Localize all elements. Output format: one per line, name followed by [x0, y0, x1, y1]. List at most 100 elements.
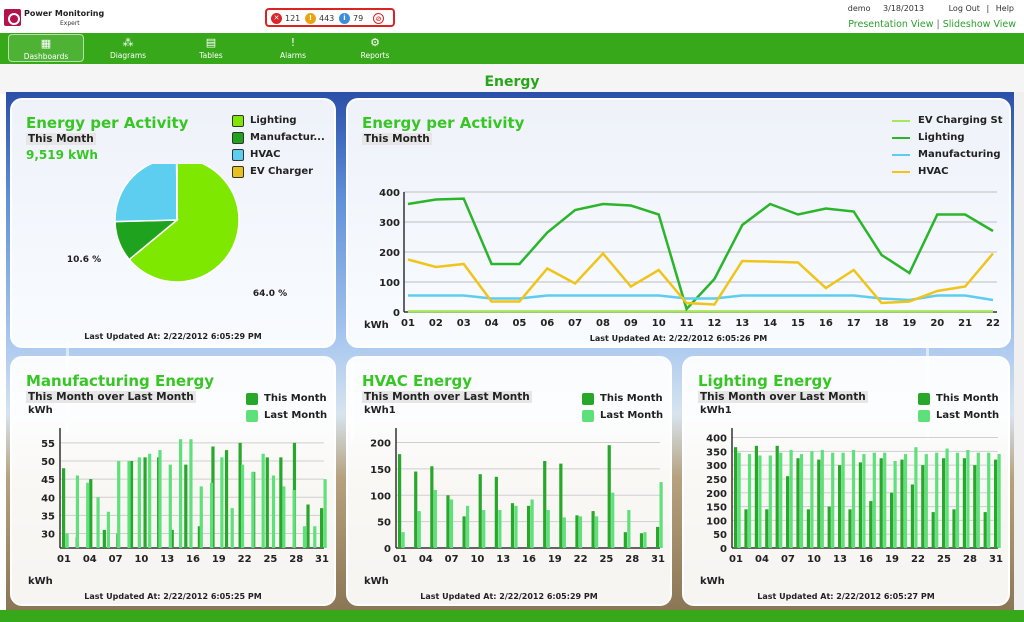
view-separator: | — [936, 19, 940, 30]
bar-this-month — [827, 506, 831, 548]
report-icon: ⚙ — [370, 36, 380, 49]
bar-last-month — [831, 452, 835, 548]
x-tick-label: 08 — [596, 318, 610, 329]
help-link[interactable]: Help — [995, 4, 1014, 13]
x-tick-label: 13 — [735, 318, 749, 329]
x-tick-label: 06 — [540, 318, 554, 329]
right-scroll-gutter[interactable] — [1014, 92, 1024, 610]
panel-subtitle: This Month — [26, 133, 96, 145]
x-tick-label: 04 — [755, 554, 769, 565]
x-tick-label: 22 — [238, 554, 252, 565]
x-tick-label: 22 — [574, 554, 588, 565]
bar-this-month — [656, 526, 660, 548]
bar-last-month — [417, 511, 421, 548]
mute-icon: ⊘ — [373, 12, 384, 24]
y-tick-label: 100 — [379, 278, 400, 289]
bar-this-month — [89, 479, 93, 548]
last-updated: Last Updated At: 2/22/2012 6:05:25 PM — [84, 592, 262, 601]
bar-last-month — [514, 505, 518, 548]
legend-item-this-month[interactable]: This Month — [582, 390, 663, 407]
alarm-summary[interactable]: ✕ 121 ! 443 i 79 ⊘ — [265, 8, 395, 27]
bar-this-month — [559, 463, 563, 548]
bar-last-month — [96, 497, 100, 548]
last-updated: Last Updated At: 2/22/2012 6:05:29 PM — [420, 592, 598, 601]
bar-this-month — [775, 445, 779, 548]
legend-item-this-month[interactable]: This Month — [246, 390, 327, 407]
legend-swatch — [232, 131, 244, 144]
bar-this-month — [527, 505, 531, 548]
legend-item-ev-charger[interactable]: EV Charger — [232, 163, 325, 180]
legend-line — [892, 136, 910, 139]
legend-item-lighting[interactable]: Lighting — [892, 129, 1003, 146]
legend-item-hvac[interactable]: HVAC — [892, 163, 1003, 180]
line-legend: EV Charging St Lighting Manufacturing HV… — [892, 112, 1003, 180]
nav-reports[interactable]: ⚙ Reports — [340, 34, 410, 62]
warning-count[interactable]: ! 443 — [305, 12, 334, 24]
bar-this-month — [890, 492, 894, 548]
legend-item-lighting[interactable]: Lighting — [232, 112, 325, 129]
legend-item-this-month[interactable]: This Month — [918, 390, 999, 407]
page-title-bar: Energy — [0, 64, 1024, 94]
bar-last-month — [148, 453, 152, 548]
y-tick-label: 0 — [384, 544, 391, 555]
bar-last-month — [627, 510, 631, 548]
bar-last-month — [779, 452, 783, 548]
bar-this-month — [765, 509, 769, 548]
legend-item-manufacturing[interactable]: Manufactur... — [232, 129, 325, 146]
bar-last-month — [302, 526, 307, 548]
nav-alarms[interactable]: ! Alarms — [258, 34, 328, 62]
bar-this-month — [494, 476, 498, 548]
x-tick-label: 14 — [763, 318, 777, 329]
bar-this-month — [744, 509, 748, 548]
legend-item-ev-charging[interactable]: EV Charging St — [892, 112, 1003, 129]
bar-last-month — [240, 464, 245, 548]
y-tick-label: 300 — [379, 218, 400, 229]
bar-this-month — [129, 461, 134, 548]
bar-this-month — [238, 442, 242, 548]
slideshow-view-link[interactable]: Slideshow View — [942, 19, 1016, 30]
bar-last-month — [292, 490, 296, 548]
mute-alarms-button[interactable]: ⊘ — [373, 12, 387, 24]
legend-swatch — [582, 409, 594, 422]
bar-this-month — [858, 462, 862, 548]
nav-dashboards[interactable]: ▦ Dashboards — [8, 34, 84, 62]
legend-item-last-month[interactable]: Last Month — [246, 407, 327, 424]
legend-item-hvac[interactable]: HVAC — [232, 146, 325, 163]
legend-swatch — [918, 409, 930, 422]
legend-item-last-month[interactable]: Last Month — [582, 407, 663, 424]
bar-last-month — [466, 505, 470, 548]
bar-this-month — [279, 457, 283, 548]
bar-last-month — [313, 526, 317, 548]
panel-hvac-energy: HVAC Energy This Month over Last Month k… — [346, 356, 672, 606]
legend-item-manufacturing[interactable]: Manufacturing — [892, 146, 1003, 163]
x-tick-label: 13 — [160, 554, 174, 565]
logout-link[interactable]: Log Out — [948, 4, 980, 13]
error-count[interactable]: ✕ 121 — [271, 12, 300, 24]
x-tick-label: 10 — [470, 554, 484, 565]
bar-last-month — [810, 451, 814, 548]
panel-title: HVAC Energy — [362, 372, 472, 390]
x-tick-label: 25 — [599, 554, 613, 565]
bar-last-month — [65, 533, 69, 548]
nav-diagrams[interactable]: ⁂ Diagrams — [92, 34, 164, 62]
pie-legend: Lighting Manufactur... HVAC EV Charger — [232, 112, 325, 180]
app-logo[interactable]: Power Monitoring Expert — [4, 7, 104, 29]
y-tick-label: 0 — [393, 308, 400, 319]
info-count[interactable]: i 79 — [339, 12, 363, 24]
presentation-view-link[interactable]: Presentation View — [848, 19, 934, 30]
nav-tables[interactable]: ▤ Tables — [176, 34, 246, 62]
bar-last-month — [230, 508, 234, 548]
last-updated: Last Updated At: 2/22/2012 6:05:27 PM — [757, 592, 935, 601]
legend-swatch — [232, 114, 244, 127]
panel-subtitle: This Month over Last Month — [698, 391, 868, 403]
y-tick-label: 50 — [377, 518, 391, 529]
y-tick-label: 45 — [41, 475, 55, 486]
x-tick-label: 12 — [707, 318, 721, 329]
bar-this-month — [879, 458, 883, 548]
bar-this-month — [796, 458, 800, 548]
pie-slice-lighting — [128, 164, 240, 283]
legend-item-last-month[interactable]: Last Month — [918, 407, 999, 424]
bar-this-month — [869, 501, 873, 548]
y-tick-label: 50 — [41, 457, 55, 468]
x-tick-label: 16 — [859, 554, 873, 565]
